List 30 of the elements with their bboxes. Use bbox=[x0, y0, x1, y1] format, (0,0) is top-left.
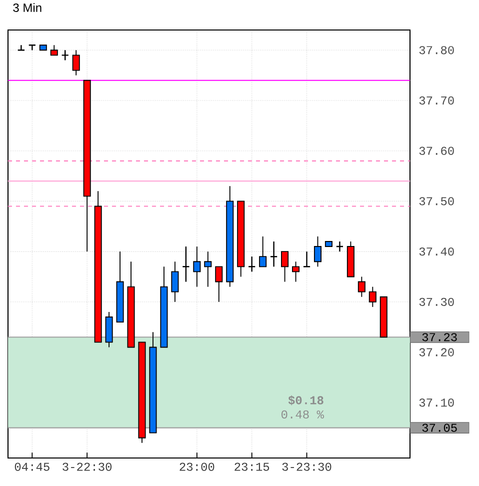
candlestick bbox=[105, 312, 113, 348]
annotation: $0.18 bbox=[288, 395, 324, 406]
x-tick-label: 04:45 bbox=[14, 462, 50, 471]
annotation: 0.48 % bbox=[282, 410, 324, 419]
y-tick-label: 37.50 bbox=[419, 197, 454, 206]
x-tick-label: 23:15 bbox=[234, 462, 270, 471]
y-tick-label: 37.40 bbox=[419, 247, 454, 256]
y-tick-label: 37.20 bbox=[419, 348, 454, 356]
chart-title: 3 Min bbox=[13, 3, 42, 12]
y-tick-label: 37.70 bbox=[419, 96, 454, 105]
candlestick bbox=[182, 246, 190, 282]
candlestick bbox=[248, 256, 256, 272]
y-tick-label: 37.10 bbox=[419, 398, 454, 407]
candlestick bbox=[193, 246, 201, 288]
candlestick bbox=[204, 251, 212, 288]
ref-line-label: 37.05 bbox=[422, 424, 457, 432]
ref-line-label: 37.23 bbox=[422, 333, 457, 342]
x-tick-label: 23:00 bbox=[180, 462, 214, 471]
x-tick-label: 3-22:30 bbox=[62, 462, 112, 471]
candlestick bbox=[72, 50, 80, 76]
candlestick bbox=[171, 261, 179, 302]
y-tick-label: 37.60 bbox=[419, 146, 454, 155]
candlestick bbox=[368, 286, 376, 308]
y-tick-label: 37.80 bbox=[419, 46, 454, 54]
x-tick-label: 3-23:30 bbox=[282, 462, 332, 471]
candlestick bbox=[336, 240, 344, 252]
candlestick bbox=[358, 276, 366, 298]
candlestick bbox=[270, 240, 278, 268]
candlestick bbox=[226, 186, 234, 288]
y-tick-label: 37.30 bbox=[419, 298, 454, 306]
